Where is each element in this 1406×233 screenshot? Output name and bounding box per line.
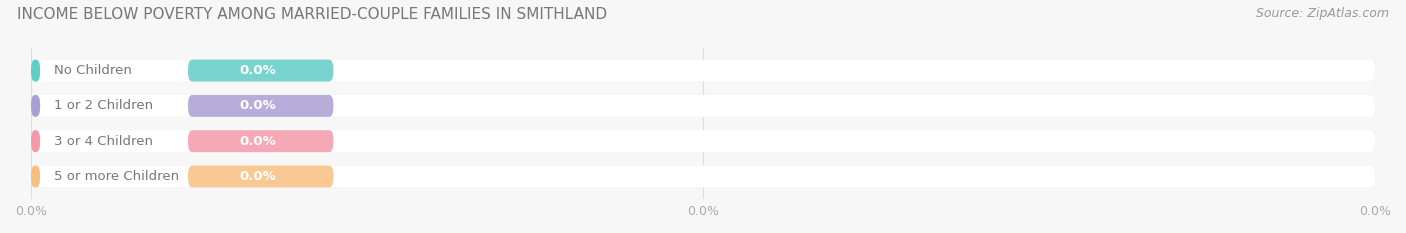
- Text: 1 or 2 Children: 1 or 2 Children: [53, 99, 153, 112]
- FancyBboxPatch shape: [31, 130, 1375, 152]
- Text: 3 or 4 Children: 3 or 4 Children: [53, 135, 153, 148]
- FancyBboxPatch shape: [31, 60, 1375, 82]
- FancyBboxPatch shape: [34, 95, 1375, 117]
- FancyBboxPatch shape: [34, 130, 1375, 152]
- Text: 0.0%: 0.0%: [239, 64, 276, 77]
- FancyBboxPatch shape: [31, 166, 1375, 187]
- FancyBboxPatch shape: [31, 95, 41, 117]
- Text: 0.0%: 0.0%: [239, 170, 276, 183]
- FancyBboxPatch shape: [34, 60, 1375, 82]
- FancyBboxPatch shape: [34, 166, 1375, 187]
- FancyBboxPatch shape: [31, 60, 41, 82]
- Text: 0.0%: 0.0%: [239, 99, 276, 112]
- Text: 5 or more Children: 5 or more Children: [53, 170, 179, 183]
- FancyBboxPatch shape: [188, 166, 333, 187]
- Text: INCOME BELOW POVERTY AMONG MARRIED-COUPLE FAMILIES IN SMITHLAND: INCOME BELOW POVERTY AMONG MARRIED-COUPL…: [17, 7, 607, 22]
- Text: 0.0%: 0.0%: [239, 135, 276, 148]
- Text: Source: ZipAtlas.com: Source: ZipAtlas.com: [1256, 7, 1389, 20]
- FancyBboxPatch shape: [188, 95, 333, 117]
- FancyBboxPatch shape: [188, 130, 333, 152]
- FancyBboxPatch shape: [31, 166, 41, 187]
- FancyBboxPatch shape: [188, 60, 333, 82]
- FancyBboxPatch shape: [31, 130, 41, 152]
- FancyBboxPatch shape: [31, 95, 1375, 117]
- Text: No Children: No Children: [53, 64, 132, 77]
